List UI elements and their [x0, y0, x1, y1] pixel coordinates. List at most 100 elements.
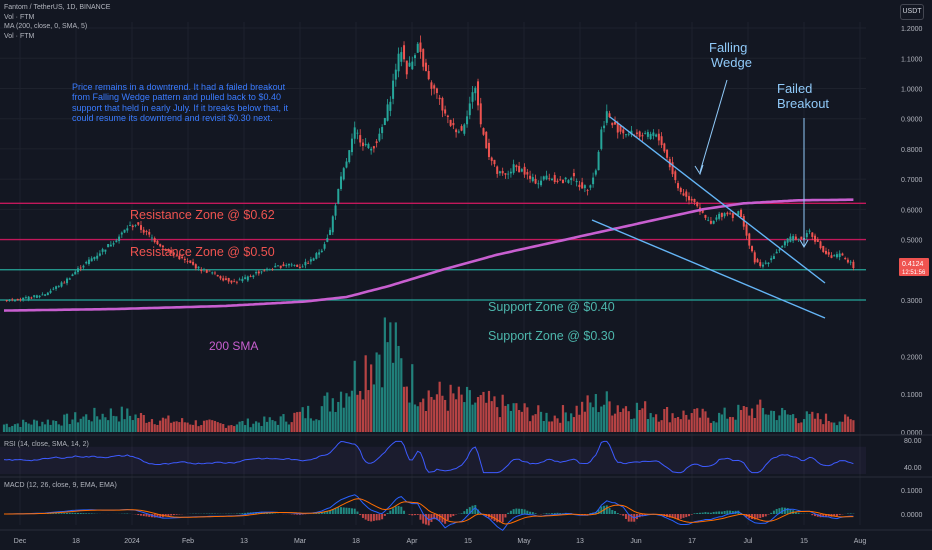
candle-body — [241, 278, 244, 282]
macd-histogram-bar — [329, 510, 332, 514]
volume-bar — [676, 416, 680, 432]
candle-body — [523, 166, 526, 175]
candle-body — [852, 261, 855, 269]
volume-bar — [104, 417, 107, 432]
volume-bar — [30, 424, 33, 432]
macd-histogram-bar — [85, 513, 88, 514]
macd-histogram-bar — [397, 506, 400, 514]
failed-breakout-label: Breakout — [777, 96, 829, 111]
candle-body — [781, 246, 784, 248]
candle-body — [559, 179, 562, 181]
candle-body — [304, 261, 307, 266]
price-tick-label: 0.9000 — [901, 117, 923, 124]
volume-bar — [811, 411, 814, 432]
candle-body — [701, 210, 704, 213]
macd-tick-label: 0.0000 — [901, 512, 923, 519]
candle-body — [529, 175, 532, 179]
candle-body — [290, 264, 293, 266]
volume-bar — [844, 414, 847, 432]
macd-histogram-bar — [624, 514, 627, 519]
currency-button[interactable]: USDT — [900, 4, 924, 20]
volume-bar — [35, 420, 38, 432]
macd-histogram-bar — [345, 507, 348, 514]
candle-body — [337, 188, 340, 204]
macd-histogram-bar — [164, 514, 167, 517]
volume-bar — [476, 397, 480, 432]
candle-body — [515, 165, 518, 168]
volume-bar — [504, 405, 507, 432]
volume-bar — [759, 399, 762, 432]
volume-bar — [107, 420, 110, 432]
candle-body — [518, 166, 521, 173]
volume-bar — [739, 410, 743, 432]
macd-histogram-bar — [630, 514, 633, 522]
macd-histogram-bar — [753, 514, 756, 520]
candle-body — [137, 222, 140, 225]
candle-body — [690, 198, 693, 201]
candle-body — [326, 237, 329, 242]
volume-bar — [222, 424, 225, 432]
time-tick-label: Dec — [14, 538, 27, 545]
candle-body — [123, 229, 126, 233]
macd-histogram-bar — [559, 513, 562, 514]
price-tick-label: 1.1000 — [901, 56, 923, 63]
volume-bar — [498, 417, 502, 432]
candle-body — [235, 281, 238, 283]
macd-histogram-bar — [498, 514, 501, 523]
candle-body — [638, 131, 641, 137]
candle-body — [622, 129, 625, 134]
macd-histogram-bar — [318, 512, 321, 514]
volume-bar — [98, 419, 101, 432]
candle-body — [307, 262, 310, 264]
macd-histogram-bar — [438, 514, 441, 521]
macd-histogram-bar — [394, 506, 397, 514]
candle-body — [444, 109, 447, 114]
volume-bar — [605, 391, 608, 432]
volume-bar — [802, 419, 806, 432]
volume-bar — [54, 420, 58, 432]
macd-histogram-bar — [756, 514, 759, 519]
macd-histogram-bar — [353, 508, 356, 514]
candle-body — [485, 131, 488, 149]
volume-bar — [320, 406, 323, 432]
volume-bar — [712, 421, 715, 432]
volume-bar — [213, 420, 217, 432]
candle-body — [649, 133, 652, 139]
macd-histogram-bar — [340, 507, 343, 514]
candle-body — [268, 269, 271, 271]
volume-bar — [90, 421, 93, 432]
volume-bar — [16, 423, 19, 432]
macd-histogram-bar — [622, 514, 625, 516]
volume-bar — [567, 421, 570, 432]
macd-histogram-bar — [400, 506, 403, 514]
macd-histogram-bar — [241, 513, 244, 514]
macd-histogram-bar — [477, 509, 480, 514]
volume-bar — [172, 421, 175, 432]
volume-bar — [397, 345, 400, 432]
macd-histogram-bar — [153, 514, 156, 518]
candle-body — [712, 220, 715, 224]
macd-histogram-bar — [548, 513, 551, 514]
volume-bar — [353, 360, 356, 432]
candle-body — [822, 245, 825, 252]
volume-bar — [597, 412, 600, 432]
indicator-line: MA (200, close, 0, SMA, 5) — [4, 23, 88, 31]
candle-body — [849, 261, 852, 263]
candle-body — [696, 202, 699, 207]
volume-bar — [553, 415, 556, 432]
macd-histogram-bar — [814, 514, 817, 517]
volume-bar — [19, 426, 22, 432]
price-tick-label: 0.3000 — [901, 298, 923, 305]
volume-bar — [315, 419, 318, 432]
volume-bar — [345, 393, 348, 432]
macd-histogram-bar — [255, 512, 258, 514]
volume-bar — [852, 420, 855, 432]
macd-histogram-bar — [383, 514, 386, 516]
indicator-line: Vol · FTM — [4, 32, 35, 40]
candle-body — [16, 298, 19, 301]
candle-body — [767, 262, 770, 265]
macd-histogram-bar — [334, 508, 337, 514]
candle-body — [224, 278, 227, 280]
candle-body — [66, 278, 69, 284]
